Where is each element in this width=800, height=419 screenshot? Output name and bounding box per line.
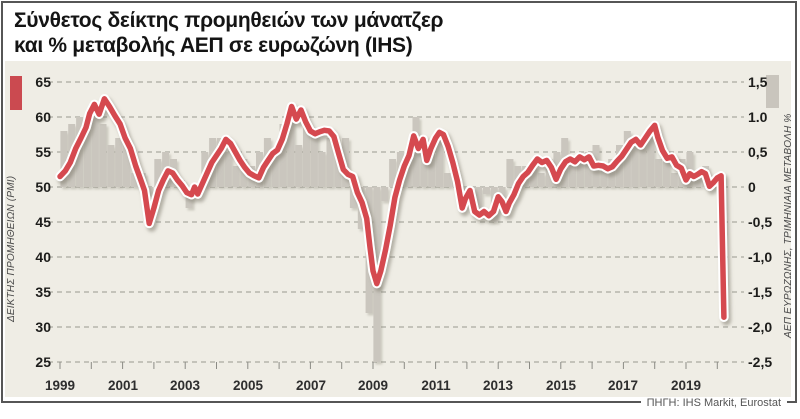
pmi-line: [55, 94, 729, 322]
left-axis-tick: 30: [35, 319, 51, 335]
chart-title: Σύνθετος δείκτης προμηθειών των μάνατζερ…: [14, 8, 443, 58]
x-axis-label: 2015: [545, 378, 577, 393]
x-axis-label: 2001: [107, 378, 139, 393]
right-axis-tick: -2,5: [748, 354, 773, 370]
x-axis-label: 1999: [44, 378, 76, 393]
x-axis-label: 2007: [295, 378, 327, 393]
left-axis-tick: 45: [35, 214, 51, 230]
right-axis-tick: -1,5: [748, 284, 773, 300]
x-axis-label: 2003: [169, 378, 201, 393]
right-axis-title: ΑΕΠ ΕΥΡΩΖΩΝΗΣ, ΤΡΙΜΗΝΙΑΙΑ ΜΕΤΑΒΟΛΗ %: [783, 113, 794, 338]
right-axis-tick: 1,5: [748, 74, 768, 90]
source-note: ΠΗΓΗ: IHS Markit, Eurostat: [640, 397, 787, 409]
x-axis-label: 2019: [670, 378, 702, 393]
left-axis-tick: 50: [35, 179, 51, 195]
left-axis-tick: 65: [35, 74, 51, 90]
legend-gdp-swatch: [766, 75, 779, 108]
left-axis-tick: 40: [35, 249, 51, 265]
x-axis-label: 2009: [357, 378, 389, 393]
chart-title-line2: και % μεταβολής ΑΕΠ σε ευρωζώνη (IHS): [14, 34, 413, 57]
left-axis-tick: 60: [35, 109, 51, 125]
x-axis-label: 2005: [232, 378, 264, 393]
left-axis-tick: 35: [35, 284, 51, 300]
right-axis-tick: -2,0: [748, 319, 773, 335]
right-axis-tick: -0,5: [748, 214, 773, 230]
left-axis-title: ΔΕΙΚΤΗΣ ΠΡΟΜΗΘΕΙΩΝ (PMI): [6, 175, 17, 322]
right-axis-tick: 0: [748, 179, 756, 195]
right-axis-tick: 0,5: [748, 144, 768, 160]
x-axis-label: 2017: [607, 378, 639, 393]
legend-pmi-swatch: [10, 76, 22, 110]
left-axis-tick: 55: [35, 144, 51, 160]
chart-title-line1: Σύνθετος δείκτης προμηθειών των μάνατζερ: [14, 9, 444, 32]
x-axis-label: 2011: [421, 378, 451, 393]
right-axis-tick: 1.0: [748, 109, 768, 125]
x-axis-label: 2013: [482, 378, 514, 393]
right-axis-tick: -1,0: [748, 249, 773, 265]
left-axis-tick: 25: [35, 354, 51, 370]
x-axis-ticks: [59, 362, 718, 369]
